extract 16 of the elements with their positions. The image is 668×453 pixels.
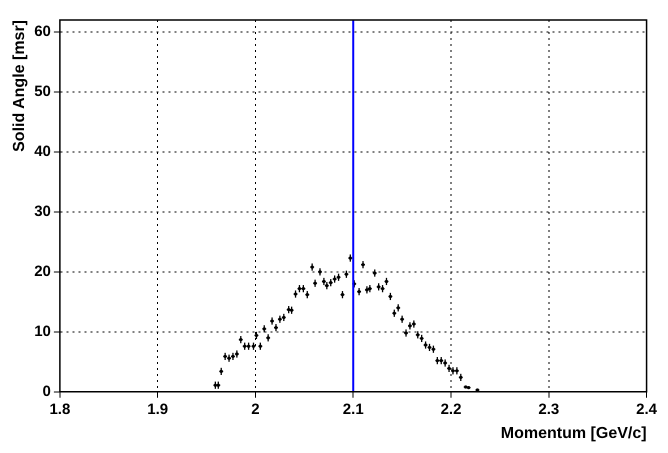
y-axis-title: Solid Angle [msr] <box>11 20 28 152</box>
y-tick-label: 50 <box>34 83 51 100</box>
y-tick-label: 20 <box>34 263 51 280</box>
x-tick-label: 1.8 <box>49 400 70 418</box>
x-tick-label: 2.3 <box>538 400 560 418</box>
y-tick-label: 40 <box>34 143 51 160</box>
x-tick-label: 1.9 <box>147 400 168 418</box>
y-tick-label: 0 <box>42 382 51 400</box>
x-tick-label: 2.1 <box>342 400 364 418</box>
x-tick-label: 2.2 <box>440 400 462 418</box>
x-tick-label: 2 <box>251 400 260 418</box>
x-tick-label: 2.4 <box>636 400 658 418</box>
y-tick-label: 60 <box>34 23 51 40</box>
y-tick-label: 30 <box>34 203 51 220</box>
x-axis-title: Momentum [GeV/c] <box>500 424 647 442</box>
y-tick-label: 10 <box>34 322 51 340</box>
